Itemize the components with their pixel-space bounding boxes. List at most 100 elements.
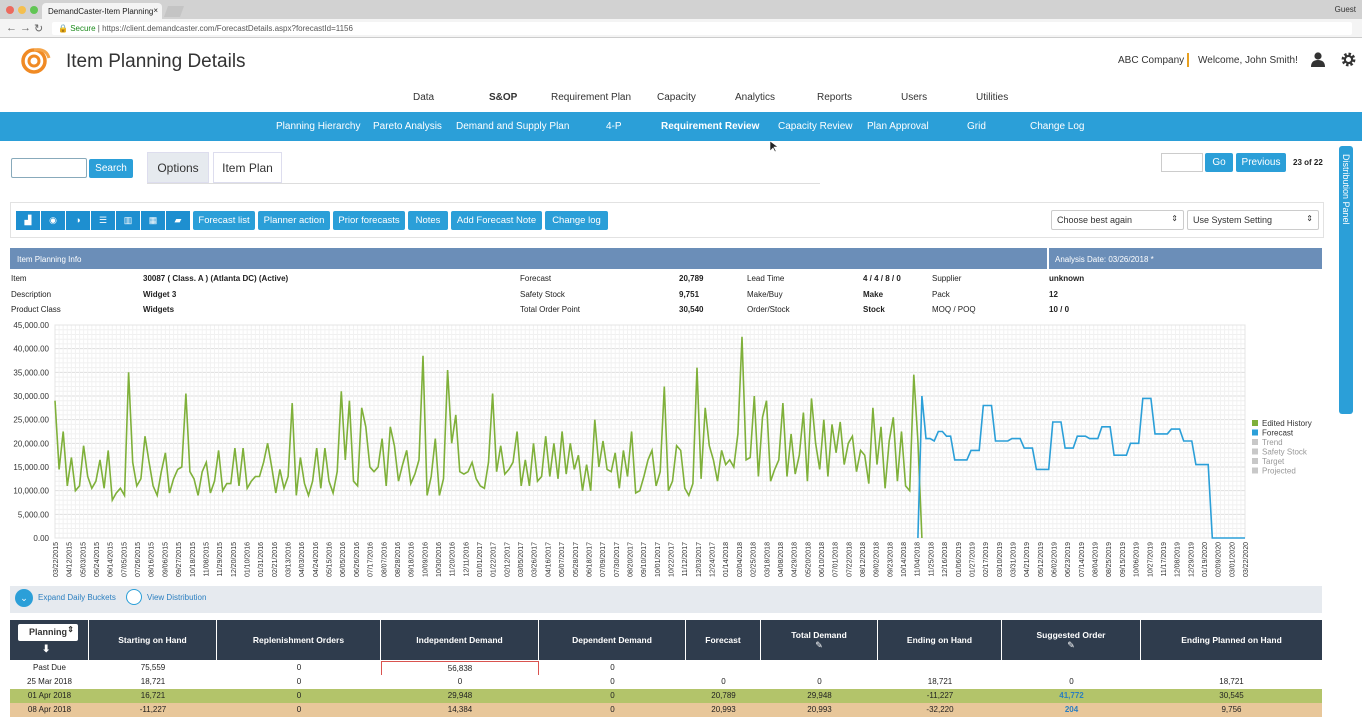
url-text: https://client.demandcaster.com/Forecast… <box>102 24 353 33</box>
notes-button[interactable]: Notes <box>408 211 448 230</box>
x-tick-label: 09/06/2015 <box>162 542 169 577</box>
y-tick-label: 15,000.00 <box>13 463 49 472</box>
list-icon[interactable]: ☰ <box>91 211 115 230</box>
table-cell <box>878 661 1002 675</box>
gear-icon[interactable] <box>1340 51 1357 68</box>
subnav-planning-hierarchy[interactable]: Planning Hierarchy <box>276 121 361 132</box>
reload-icon[interactable]: ↻ <box>34 23 44 35</box>
best-fit-select[interactable]: Choose best again ⇕ <box>1051 210 1184 230</box>
x-tick-label: 12/03/2017 <box>696 542 703 577</box>
table-cell[interactable]: 41,772 <box>1059 691 1084 700</box>
search-input[interactable] <box>11 158 87 178</box>
planner-action-button[interactable]: Planner action <box>258 211 330 230</box>
contrast-icon[interactable]: ◑ <box>66 211 90 230</box>
table-cell: 0 <box>296 677 302 686</box>
table-cell[interactable]: 29,948 <box>447 691 473 700</box>
y-tick-label: 45,000.00 <box>13 321 49 330</box>
table-cell[interactable]: 14,384 <box>447 705 473 714</box>
close-tab-icon[interactable]: × <box>153 6 158 15</box>
nav-requirement-plan[interactable]: Requirement Plan <box>551 92 632 103</box>
expand-bar: ⌄ Expand Daily Buckets View Distribution <box>10 586 1322 613</box>
legend-label: Safety Stock <box>1262 448 1308 457</box>
table-cell: 0 <box>296 705 302 714</box>
subnav-4p[interactable]: 4-P <box>606 121 622 132</box>
nav-sop[interactable]: S&OP <box>489 92 518 103</box>
close-window-icon[interactable] <box>6 6 14 14</box>
target-icon[interactable]: ◉ <box>41 211 65 230</box>
search-button[interactable]: Search <box>89 159 133 178</box>
x-tick-label: 03/13/2016 <box>286 542 293 577</box>
previous-button[interactable]: Previous <box>1236 153 1286 172</box>
go-button[interactable]: Go <box>1205 153 1233 172</box>
system-setting-select[interactable]: Use System Setting ⇕ <box>1187 210 1319 230</box>
x-tick-label: 03/18/2018 <box>764 542 771 577</box>
calendar-icon[interactable]: ▦ <box>141 211 165 230</box>
browser-tab[interactable]: DemandCaster-Item Planning × <box>42 3 162 19</box>
change-log-button[interactable]: Change log <box>545 211 608 230</box>
x-tick-label: 03/22/2020 <box>1243 542 1250 577</box>
new-tab-button[interactable] <box>163 6 185 17</box>
x-tick-label: 05/07/2017 <box>559 542 566 577</box>
table-cell[interactable]: 0 <box>457 677 463 686</box>
forecast-list-button[interactable]: Forecast list <box>193 211 255 230</box>
col-total-demand-label: Total Demand <box>791 629 847 640</box>
tab-options[interactable]: Options <box>147 152 209 183</box>
subnav-capacity-review[interactable]: Capacity Review <box>778 121 853 132</box>
add-forecast-note-button[interactable]: Add Forecast Note <box>451 211 542 230</box>
company-name[interactable]: ABC Company <box>1118 55 1185 66</box>
planning-column-header: Planning ⇕ ⬇ <box>10 620 89 660</box>
maximize-window-icon[interactable] <box>30 6 38 14</box>
col-replenishment-orders: Replenishment Orders <box>217 620 381 660</box>
subnav-pareto-analysis[interactable]: Pareto Analysis <box>373 121 442 132</box>
chevron-down-icon[interactable]: ⌄ <box>15 589 33 607</box>
nav-data[interactable]: Data <box>413 92 435 103</box>
lock-icon[interactable]: ▰ <box>166 211 190 230</box>
calendar-icon[interactable] <box>126 589 142 605</box>
item-label: Item <box>11 274 27 283</box>
page-number-input[interactable] <box>1161 153 1203 172</box>
view-distribution-link[interactable]: View Distribution <box>147 593 207 602</box>
nav-analytics[interactable]: Analytics <box>735 92 776 103</box>
table-cell[interactable]: 0 <box>1069 677 1074 686</box>
guest-label: Guest <box>1334 5 1356 14</box>
supplier-label: Supplier <box>932 274 962 283</box>
minimize-window-icon[interactable] <box>18 6 26 14</box>
tab-bar: DemandCaster-Item Planning × Guest <box>0 0 1362 19</box>
url-field[interactable]: 🔒 Secure | https://client.demandcaster.c… <box>52 22 1352 35</box>
user-icon[interactable] <box>1310 51 1326 67</box>
x-tick-label: 09/18/2016 <box>409 542 416 577</box>
bar-chart-icon[interactable]: ▥ <box>116 211 140 230</box>
x-tick-label: 08/16/2015 <box>149 542 156 577</box>
make-buy-value: Make <box>863 290 884 299</box>
chart-area-icon[interactable]: ▟ <box>16 211 40 230</box>
demandcaster-logo-icon[interactable] <box>20 46 52 74</box>
subnav-demand-supply-plan[interactable]: Demand and Supply Plan <box>456 121 570 132</box>
col-total-demand: Total Demand ✎ <box>761 620 878 660</box>
edit-icon[interactable]: ✎ <box>1067 639 1075 650</box>
prior-forecasts-button[interactable]: Prior forecasts <box>333 211 405 230</box>
x-tick-label: 08/20/2017 <box>627 542 634 577</box>
nav-utilities[interactable]: Utilities <box>976 92 1009 103</box>
back-icon[interactable]: ← <box>6 22 17 34</box>
planning-select[interactable]: Planning ⇕ <box>18 624 78 641</box>
table-cell[interactable]: 204 <box>1064 705 1079 714</box>
nav-users[interactable]: Users <box>901 92 928 103</box>
download-icon[interactable]: ⬇ <box>42 644 51 655</box>
subnav-change-log[interactable]: Change Log <box>1030 121 1085 132</box>
table-cell: 0 <box>610 705 615 714</box>
table-cell[interactable]: 56,838 <box>381 661 539 676</box>
distribution-panel-tab[interactable]: Distribution Panel <box>1339 146 1353 414</box>
expand-daily-buckets-link[interactable]: Expand Daily Buckets <box>38 593 116 602</box>
table-cell[interactable] <box>1002 661 1141 675</box>
y-tick-label: 35,000.00 <box>13 368 49 377</box>
x-tick-label: 04/21/2019 <box>1024 542 1031 577</box>
tab-item-plan[interactable]: Item Plan <box>213 152 282 183</box>
nav-capacity[interactable]: Capacity <box>657 92 696 103</box>
subnav-plan-approval[interactable]: Plan Approval <box>867 121 929 132</box>
subnav-requirement-review[interactable]: Requirement Review <box>661 121 760 132</box>
forward-icon[interactable]: → <box>20 22 31 34</box>
nav-reports[interactable]: Reports <box>817 92 853 103</box>
edit-icon[interactable]: ✎ <box>815 639 823 650</box>
y-tick-label: 5,000.00 <box>18 510 50 519</box>
subnav-grid[interactable]: Grid <box>967 121 986 132</box>
